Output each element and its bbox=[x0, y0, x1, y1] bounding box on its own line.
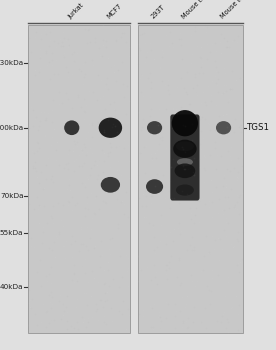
FancyBboxPatch shape bbox=[170, 114, 200, 201]
Ellipse shape bbox=[172, 110, 198, 136]
Text: Jurkat: Jurkat bbox=[68, 2, 85, 20]
Ellipse shape bbox=[177, 158, 193, 166]
Text: Mouse testis: Mouse testis bbox=[219, 0, 253, 20]
Ellipse shape bbox=[175, 163, 195, 178]
Ellipse shape bbox=[147, 121, 162, 134]
Ellipse shape bbox=[64, 120, 79, 135]
Ellipse shape bbox=[99, 118, 122, 138]
FancyBboxPatch shape bbox=[138, 25, 243, 332]
Text: 100kDa: 100kDa bbox=[0, 125, 23, 131]
Text: 55kDa: 55kDa bbox=[0, 230, 23, 236]
Ellipse shape bbox=[176, 141, 194, 151]
Text: 70kDa: 70kDa bbox=[0, 193, 23, 199]
Ellipse shape bbox=[101, 177, 120, 192]
Ellipse shape bbox=[146, 179, 163, 194]
Text: Mouse thymus: Mouse thymus bbox=[181, 0, 219, 20]
Text: TGS1: TGS1 bbox=[247, 123, 270, 132]
Text: 40kDa: 40kDa bbox=[0, 284, 23, 290]
Text: 293T: 293T bbox=[150, 4, 166, 20]
Ellipse shape bbox=[216, 121, 231, 134]
Text: 130kDa: 130kDa bbox=[0, 60, 23, 66]
FancyBboxPatch shape bbox=[28, 25, 130, 332]
Ellipse shape bbox=[176, 184, 194, 196]
Ellipse shape bbox=[173, 140, 197, 158]
Text: MCF7: MCF7 bbox=[106, 3, 123, 20]
